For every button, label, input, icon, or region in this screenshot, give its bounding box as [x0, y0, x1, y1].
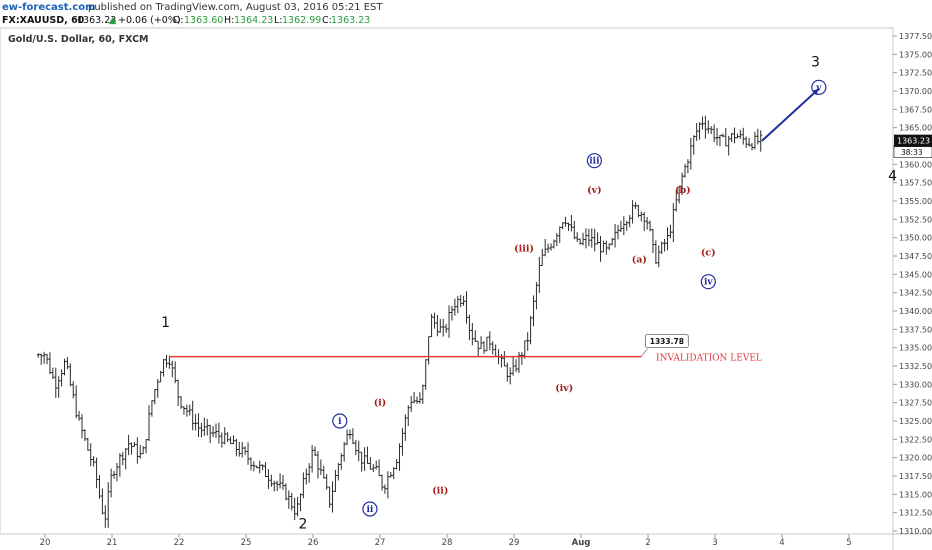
y-tick-label: 1340.00	[899, 307, 932, 316]
price-change: +0.06 (+0%)	[118, 15, 181, 26]
low-label: L:	[274, 15, 283, 26]
price-tags: 1363.23 38:33	[893, 134, 932, 158]
invalidation-callout-line	[640, 348, 648, 357]
high-value: 1364.23	[234, 15, 273, 26]
x-tick-label: 27	[375, 538, 386, 548]
wave-label-minute: (iv)	[555, 383, 573, 394]
y-tick-label: 1310.00	[899, 527, 932, 536]
y-tick-label: 1377.50	[899, 32, 932, 41]
wave-label-minute: (ii)	[432, 486, 448, 497]
y-tick-label: 1350.00	[899, 234, 932, 243]
publish-info: published on TradingView.com, August 03,…	[88, 2, 383, 13]
x-tick-label: 20	[40, 538, 51, 548]
invalidation-level: 1333.78 INVALIDATION LEVEL	[168, 334, 762, 364]
plot-area	[0, 27, 894, 535]
last-price-tag-label: 1363.23	[897, 137, 930, 146]
wave-label-major: 2	[298, 517, 307, 533]
y-tick-label: 1342.50	[899, 289, 932, 298]
y-axis-ticks: 1377.50 1375.00 1372.50 1370.00 1367.50 1365.…	[893, 32, 932, 536]
y-tick-label: 1375.00	[899, 50, 932, 59]
y-tick-label: 1345.00	[899, 270, 932, 279]
invalidation-value-box	[644, 334, 689, 349]
wave-label-major: 3	[811, 55, 820, 71]
wave-label-minute: (b)	[675, 185, 691, 196]
x-tick-label: Aug	[572, 538, 591, 548]
wave-label-minute: (c)	[701, 247, 716, 258]
y-tick-label: 1337.50	[899, 325, 932, 334]
y-tick-label: 1347.50	[899, 252, 932, 261]
high-label: H:	[224, 15, 234, 26]
open-value: 1363.60	[184, 15, 223, 26]
y-tick-label: 1367.50	[899, 105, 932, 114]
y-tick-label: 1330.00	[899, 380, 932, 389]
wave-label-minor: iv	[704, 278, 713, 288]
wave-label-major: 1	[161, 315, 170, 331]
y-tick-label: 1360.00	[899, 160, 932, 169]
x-tick-label: 25	[241, 538, 252, 548]
x-tick-label: 29	[509, 538, 520, 548]
y-tick-label: 1352.50	[899, 215, 932, 224]
y-tick-label: 1315.00	[899, 490, 932, 499]
site-name[interactable]: ew-forecast.com	[2, 2, 96, 13]
y-tick-label: 1365.00	[899, 124, 932, 133]
countdown-label: 38:33	[901, 148, 923, 157]
x-tick-label: 3	[712, 538, 717, 548]
y-tick-label: 1332.50	[899, 362, 932, 371]
wave-label-minute: (i)	[374, 398, 387, 409]
wave-label-minute: (v)	[587, 185, 602, 196]
projection-arrow-head	[812, 88, 819, 96]
wave-label-minor: ii	[367, 505, 374, 515]
x-tick-label: 21	[107, 538, 118, 548]
last-price: 1363.23	[77, 15, 116, 26]
y-tick-label: 1325.00	[899, 417, 932, 426]
wave-circle	[700, 274, 716, 290]
open-label: O:	[173, 15, 184, 26]
invalidation-label: INVALIDATION LEVEL	[656, 354, 762, 364]
y-tick-label: 1312.50	[899, 509, 932, 518]
y-tick-label: 1327.50	[899, 399, 932, 408]
wave-circle	[362, 501, 378, 517]
wave-label-minute: (iii)	[514, 244, 534, 255]
wave-circle	[332, 413, 348, 429]
invalidation-value-label: 1333.78	[650, 337, 684, 346]
wave-label-minor: v	[815, 83, 822, 93]
countdown-tag	[893, 146, 932, 158]
y-tick-label: 1320.00	[899, 454, 932, 463]
y-tick-label: 1372.50	[899, 69, 932, 78]
wave-label-minor: i	[338, 417, 342, 427]
ohlc-bars	[36, 115, 763, 528]
last-price-tag	[894, 134, 932, 147]
wave-label-minute: (a)	[632, 255, 647, 266]
wave-circle	[586, 153, 603, 169]
ticker-label: FX:XAUUSD, 60	[2, 15, 85, 26]
wave-label-major: 4	[888, 168, 897, 184]
close-label: C:	[322, 15, 332, 26]
x-tick-label: 2	[645, 538, 650, 548]
wave-label-minor: iii	[589, 157, 600, 167]
y-tick-label: 1357.50	[899, 179, 932, 188]
y-tick-label: 1322.50	[899, 435, 932, 444]
wave-labels: 12345iiiiiiivv(i)(ii)(iii)(iv)(v)(a)(b)(…	[161, 33, 932, 533]
chart-title: Gold/U.S. Dollar, 60, FXCM	[8, 34, 149, 45]
y-tick-label: 1335.00	[899, 344, 932, 353]
y-tick-label: 1317.50	[899, 472, 932, 481]
x-tick-label: 28	[442, 538, 453, 548]
y-tick-label: 1370.00	[899, 87, 932, 96]
x-tick-label: 26	[308, 538, 319, 548]
x-tick-label: 22	[174, 538, 185, 548]
close-value: 1363.23	[331, 15, 370, 26]
projection-arrow	[761, 88, 820, 142]
x-axis-ticks: 20 21 22 25 26 27 28 29 Aug 2 3 4 5	[40, 534, 852, 548]
y-tick-label: 1355.00	[899, 197, 932, 206]
up-triangle-icon: ▲	[109, 15, 117, 26]
x-tick-label: 4	[779, 538, 784, 548]
x-tick-label: 5	[846, 538, 851, 548]
low-value: 1362.99	[282, 15, 321, 26]
